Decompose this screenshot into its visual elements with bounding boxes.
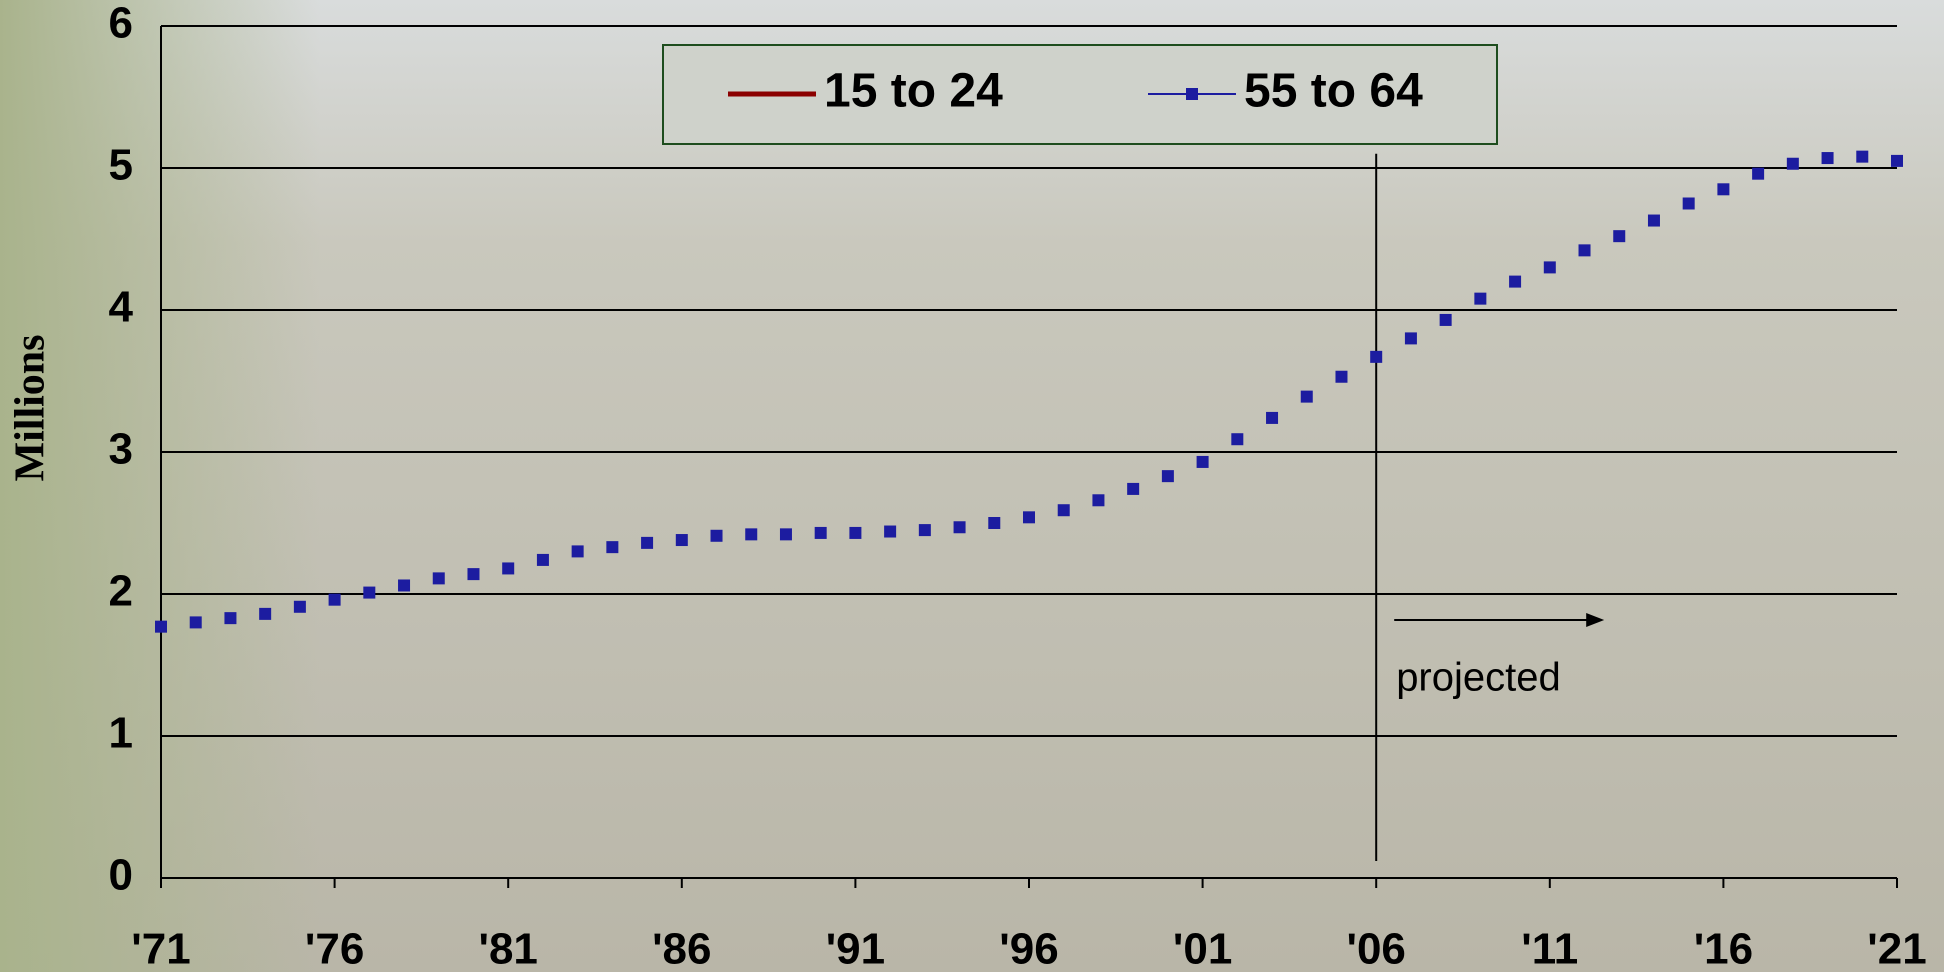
series-marker [259,607,272,620]
x-tick-label: '01 [1173,925,1232,972]
legend-marker [1186,88,1198,100]
y-tick-label: 3 [109,425,133,474]
series-marker [1127,482,1140,495]
series-marker [1057,504,1070,517]
series-marker [1023,511,1035,524]
series-marker [884,525,897,538]
series-marker [1613,230,1626,243]
series-marker [918,524,931,537]
legend-label: 15 to 24 [824,65,1003,118]
series-marker [432,572,445,585]
series-marker [1543,261,1556,274]
series-marker [1335,370,1348,383]
series-marker [1474,292,1487,305]
projection-arrowhead [1586,613,1605,627]
series-marker [710,529,723,542]
series-marker [1891,154,1903,167]
x-tick-label: '86 [652,925,711,972]
y-axis-label: Millions [8,334,54,481]
x-tick-label: '76 [305,925,364,972]
y-tick-label: 6 [109,0,133,48]
series-marker [1752,167,1765,180]
legend-label: 55 to 64 [1244,65,1423,118]
x-tick-label: '81 [478,925,537,972]
y-tick-label: 2 [109,567,133,616]
series-marker [1404,332,1417,345]
series-marker [675,534,688,547]
series-marker [953,521,966,534]
series-marker [502,562,515,575]
series-marker [467,568,480,581]
series-marker [1439,313,1452,326]
series-marker [1509,275,1522,288]
x-tick-label: '06 [1346,925,1405,972]
series-marker [224,612,237,625]
series-marker [1161,470,1174,483]
series-marker [536,553,549,566]
series-marker [1682,197,1695,210]
y-tick-label: 4 [109,283,134,332]
series-marker [398,579,411,592]
series-marker [849,526,862,539]
x-tick-label: '11 [1521,925,1578,972]
series-marker [779,528,792,541]
x-tick-label: '16 [1694,925,1753,972]
series-marker [1856,150,1869,163]
annotation-text: projected [1396,656,1561,700]
x-tick-label: '91 [826,925,885,972]
x-tick-label: '96 [999,925,1058,972]
y-tick-label: 1 [109,709,133,758]
y-tick-label: 5 [109,141,133,190]
series-marker [1266,411,1279,424]
series-marker [1092,494,1105,507]
series-marker [1231,433,1244,446]
series-marker [1647,214,1660,227]
series-marker [1370,350,1383,363]
series-marker [1821,152,1834,165]
series-marker [606,541,619,554]
y-tick-label: 0 [109,851,133,900]
series-marker [745,528,758,541]
series-marker [293,600,306,613]
series-marker [155,620,167,633]
series-marker [1717,183,1730,196]
series-marker [814,526,827,539]
series-marker [189,616,202,629]
series-marker [641,536,654,549]
series-marker [988,517,1001,529]
x-tick-label: '71 [131,925,190,972]
series-marker [1196,455,1209,468]
series-marker [1300,390,1313,403]
series-marker [328,593,341,606]
x-tick-label: '21 [1867,925,1926,972]
series-marker [1786,157,1799,170]
series-marker [571,545,584,558]
series-marker [1578,244,1591,257]
series-marker [363,586,376,599]
